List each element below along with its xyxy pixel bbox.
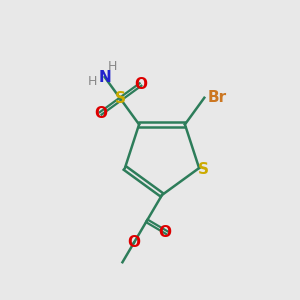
Text: O: O bbox=[94, 106, 107, 121]
Text: N: N bbox=[98, 70, 111, 85]
Text: H: H bbox=[108, 60, 118, 73]
Text: O: O bbox=[128, 235, 140, 250]
Text: S: S bbox=[198, 162, 209, 177]
Text: S: S bbox=[115, 92, 126, 106]
Text: Br: Br bbox=[208, 90, 227, 105]
Text: H: H bbox=[88, 75, 97, 88]
Text: O: O bbox=[158, 225, 171, 240]
Text: O: O bbox=[134, 77, 147, 92]
